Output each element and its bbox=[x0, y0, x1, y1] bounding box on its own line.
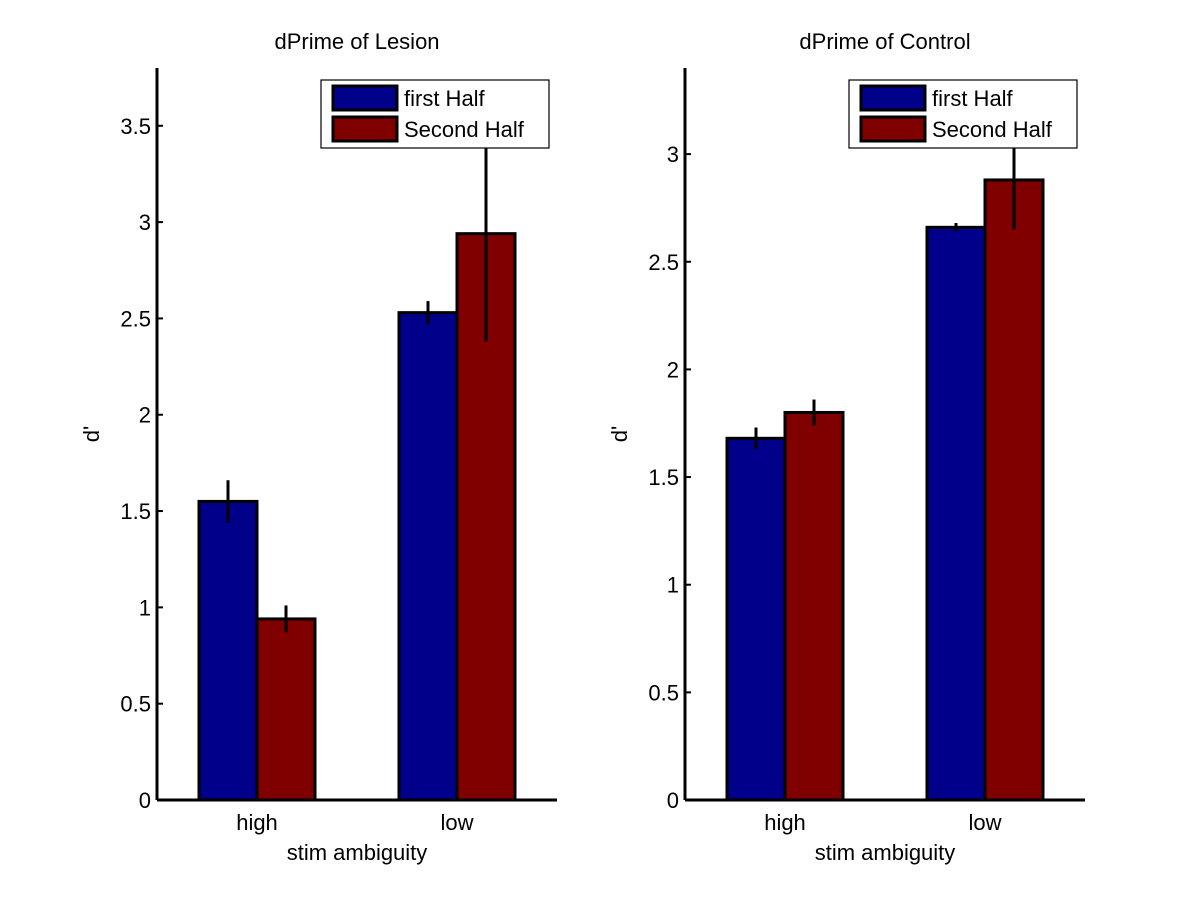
lesion-legend-label-first-half: first Half bbox=[404, 86, 486, 111]
control-x-tick-label: low bbox=[968, 810, 1001, 835]
control-y-tick-label: 3 bbox=[667, 142, 679, 167]
lesion-x-tick-label: high bbox=[236, 810, 278, 835]
control-y-tick-label: 1 bbox=[667, 573, 679, 598]
lesion-y-tick-label: 2.5 bbox=[120, 306, 151, 331]
control-y-tick-label: 1.5 bbox=[648, 465, 679, 490]
lesion-y-tick-label: 0 bbox=[139, 788, 151, 813]
control-y-tick-label: 0.5 bbox=[648, 680, 679, 705]
control-y-axis-label: d' bbox=[607, 426, 632, 442]
control-x-tick-label: high bbox=[764, 810, 806, 835]
control-bar-low-first-half bbox=[925, 225, 987, 802]
chart-control: high low 0 0.5 1 1.5 2 2.5 3 dPrime of Control sti… bbox=[607, 29, 1085, 865]
control-chart-title: dPrime of Control bbox=[799, 29, 970, 54]
control-x-axis-label: stim ambiguity bbox=[815, 840, 956, 865]
lesion-y-tick-label: 3.5 bbox=[120, 114, 151, 139]
control-legend: first Half Second Half bbox=[848, 79, 1078, 149]
control-legend-swatch-first-half bbox=[859, 84, 927, 112]
control-y-tick-label: 0 bbox=[667, 788, 679, 813]
lesion-y-tick-label: 3 bbox=[139, 210, 151, 235]
lesion-x-tick-label: low bbox=[440, 810, 473, 835]
control-legend-label-second-half: Second Half bbox=[932, 117, 1053, 142]
control-legend-label-first-half: first Half bbox=[932, 86, 1014, 111]
lesion-y-axis-label: d' bbox=[79, 426, 104, 442]
lesion-x-axis-label: stim ambiguity bbox=[287, 840, 428, 865]
lesion-legend-swatch-first-half bbox=[331, 84, 399, 112]
control-y-tick-label: 2.5 bbox=[648, 250, 679, 275]
lesion-bar-high-second-half bbox=[255, 617, 317, 802]
control-bar-low-second-half bbox=[983, 178, 1045, 802]
control-bar-high-first-half bbox=[725, 436, 787, 802]
control-legend-swatch-second-half bbox=[859, 115, 927, 143]
control-bar-high-second-half bbox=[783, 410, 845, 802]
lesion-y-tick-label: 2 bbox=[139, 403, 151, 428]
lesion-bar-low-first-half bbox=[397, 311, 459, 802]
chart-lesion: high low 0 0.5 1 1.5 2 2.5 3 3.5 dPrime of Lesion s… bbox=[79, 29, 557, 865]
lesion-legend-swatch-second-half bbox=[331, 115, 399, 143]
lesion-bar-high-first-half bbox=[197, 499, 259, 802]
lesion-legend: first Half Second Half bbox=[320, 79, 550, 149]
lesion-y-tick-label: 1 bbox=[139, 595, 151, 620]
lesion-y-tick-label: 0.5 bbox=[120, 692, 151, 717]
lesion-y-tick-label: 1.5 bbox=[120, 499, 151, 524]
lesion-legend-label-second-half: Second Half bbox=[404, 117, 525, 142]
control-y-tick-label: 2 bbox=[667, 357, 679, 382]
lesion-chart-title: dPrime of Lesion bbox=[274, 29, 439, 54]
